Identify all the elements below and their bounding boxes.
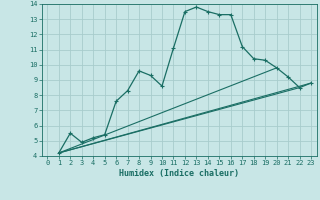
- X-axis label: Humidex (Indice chaleur): Humidex (Indice chaleur): [119, 169, 239, 178]
